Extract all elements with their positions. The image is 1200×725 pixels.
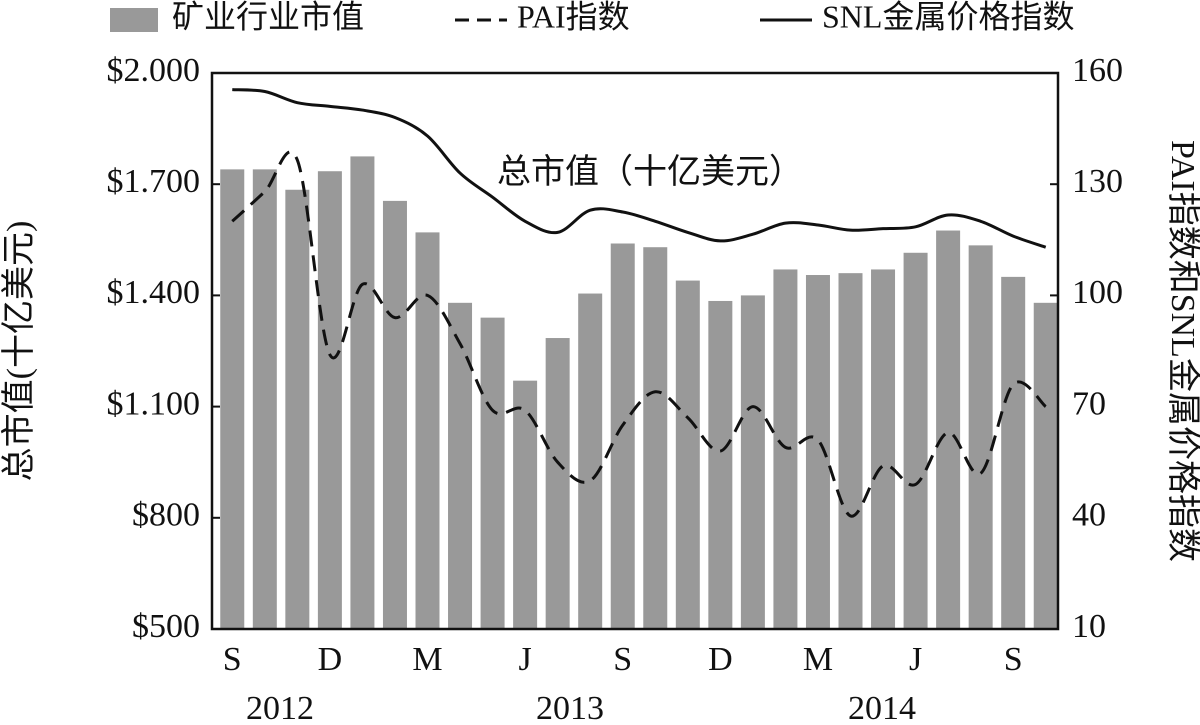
x-tick-label: M [803,641,833,678]
bar [903,252,928,630]
y-tick-label: $2.000 [107,52,201,89]
legend-swatch [110,8,158,32]
bar [285,189,310,629]
bar [871,269,896,629]
bar [317,171,342,629]
legend-label: 矿业行业市值 [172,0,364,34]
x-tick-label: D [318,641,343,678]
bar [968,245,993,630]
x-tick-label: M [412,641,442,678]
y-axis-label: 总市值(十亿美元) [0,221,38,482]
legend-label: PAI指数 [517,0,630,34]
x-tick-label: S [223,641,242,678]
plot-frame [210,71,1060,631]
bar [545,338,570,629]
y2-tick-label: 70 [1072,385,1106,422]
bar [838,273,863,629]
bar [773,269,798,629]
x-tick-label: S [1004,641,1023,678]
bar [252,169,277,629]
bar [740,295,765,629]
x-tick-label: D [708,641,733,678]
y-tick-label: $1.400 [107,274,201,311]
y-tick-label: $1.100 [107,385,201,422]
bar [513,380,538,629]
y-tick-label: $1.700 [107,163,201,200]
bar [415,232,440,630]
y2-tick-label: 40 [1072,497,1106,534]
line [232,88,1047,249]
bar [643,247,668,630]
y2-tick-label: 130 [1072,163,1123,200]
bar [350,156,375,629]
bar [805,275,830,629]
legend-label: SNL金属价格指数 [822,0,1074,34]
bar [610,243,635,630]
y2-tick-label: 10 [1072,608,1106,645]
y2-tick-label: 160 [1072,52,1123,89]
bar [382,200,407,629]
line [231,150,1047,518]
x-tick-label: S [613,641,632,678]
year-label: 2012 [246,690,314,725]
bar [448,302,473,629]
bar [675,280,700,629]
y-tick-label: $800 [132,497,200,534]
bar [220,169,245,629]
x-tick-label: J [518,641,531,678]
y2-axis-label: PAI指数和SNL金属价格指数 [1164,140,1200,562]
year-label: 2014 [848,690,916,725]
bar [480,317,505,629]
bar [578,293,603,629]
bar [1033,302,1058,629]
x-tick-label: J [909,641,922,678]
year-label: 2013 [536,690,604,725]
bar [936,230,961,630]
y2-tick-label: 100 [1072,274,1123,311]
y-tick-label: $500 [132,608,200,645]
annotation: 总市值（十亿美元） [497,153,803,191]
bar [708,300,733,629]
bar [1001,276,1026,629]
